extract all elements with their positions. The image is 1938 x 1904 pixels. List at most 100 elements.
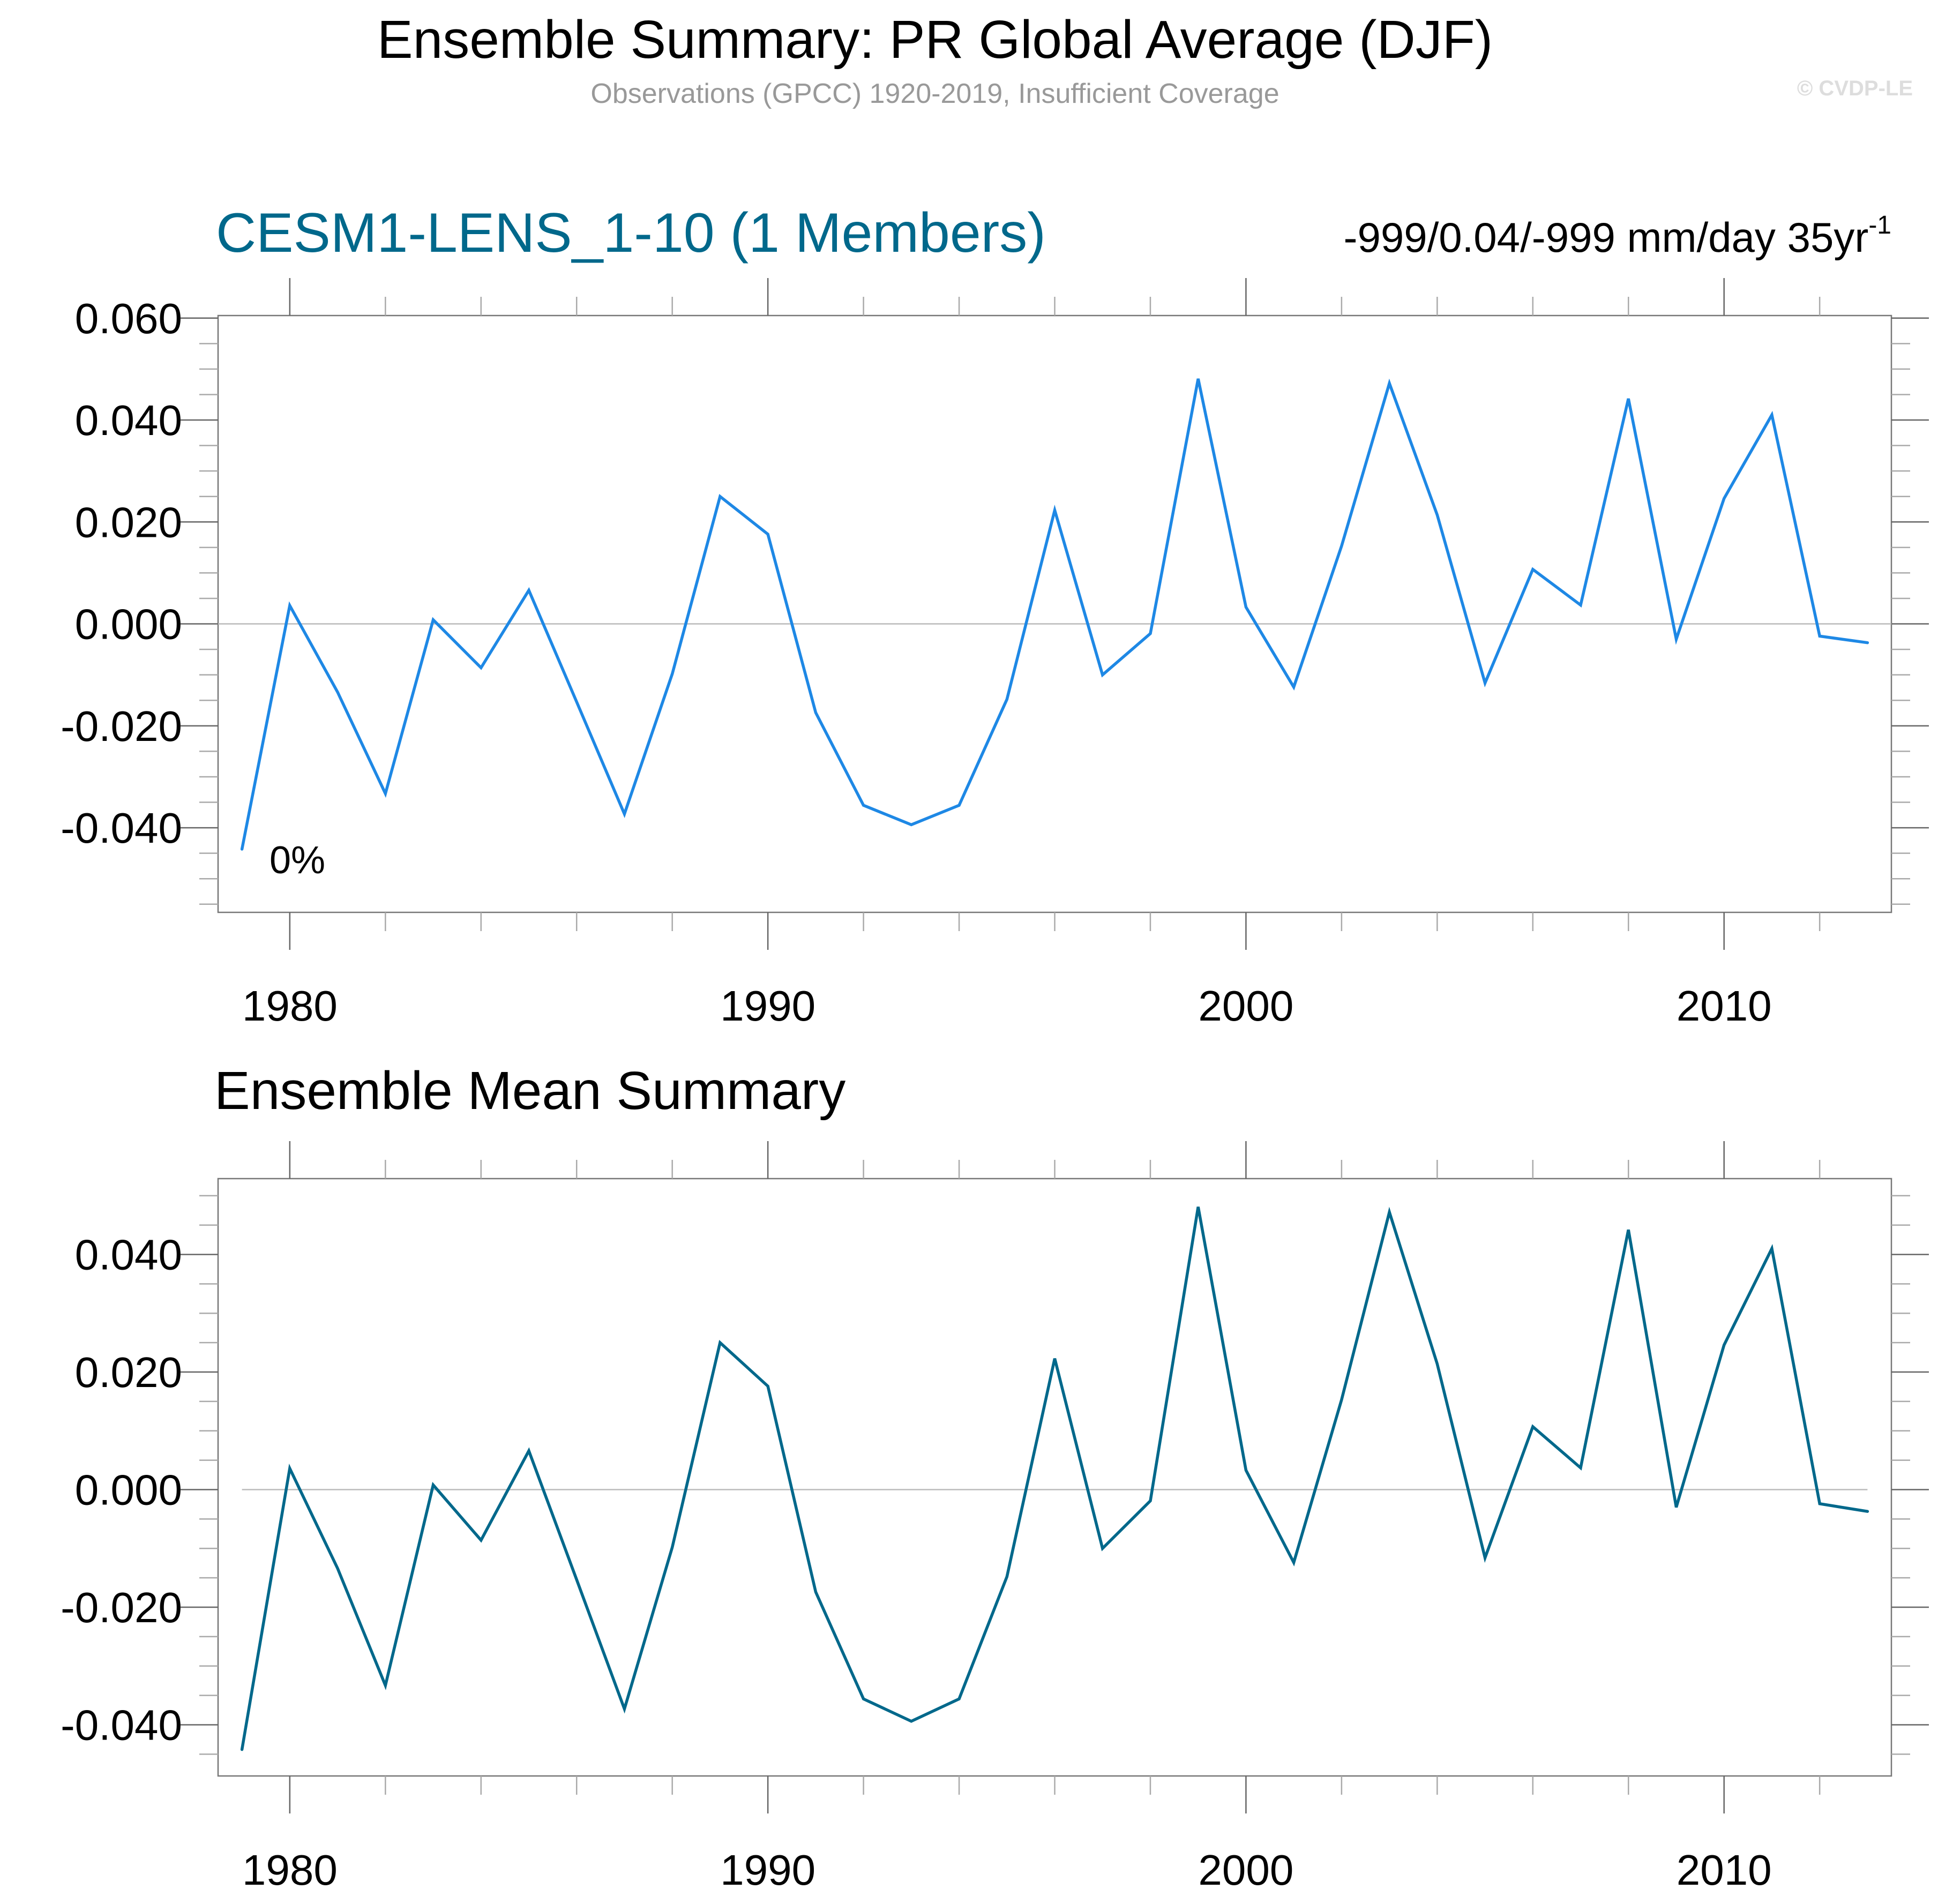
ensemble-mean-data-point [1244,1468,1247,1472]
model-data-point [1292,686,1296,689]
model-data-point [1723,497,1726,500]
ensemble-mean-y-tick-label: -0.040 [61,1701,182,1749]
ensemble-mean-panel: Ensemble Mean Summary -0.040 -0.020 0.000 0… [61,1061,1929,1894]
figure-subtitle: Observations (GPCC) 1920-2019, Insuffici… [590,78,1279,109]
model-data-point [1005,698,1008,701]
model-data-point [1196,377,1200,380]
ensemble-mean-data-point [1435,1362,1439,1366]
model-data-point [288,604,291,607]
model-data-point [480,666,483,669]
ensemble-mean-data-point [480,1539,483,1542]
model-data-point [957,804,961,807]
model-data-point [1149,632,1152,635]
ensemble-mean-data-point [527,1449,530,1452]
ensemble-mean-data-point [241,1748,244,1751]
ensemble-mean-y-tick-label: 0.000 [75,1466,182,1514]
model-data-point [1866,641,1869,644]
model-y-tick-label: 0.060 [75,295,182,342]
model-y-tick-label: 0.000 [75,601,182,648]
ensemble-mean-data-point [1674,1505,1678,1509]
model-data-point [671,672,674,676]
model-data-point [432,618,435,621]
ensemble-mean-data-point [1292,1561,1296,1564]
model-data-point [336,691,339,694]
model-data-point [910,823,913,826]
model-y-tick-label: 0.040 [75,396,182,444]
model-data-point [1101,673,1104,677]
ensemble-mean-data-point [432,1483,435,1487]
trend-annotation-superscript: -1 [1868,211,1891,239]
ensemble-mean-data-point [814,1591,817,1594]
model-panel-axes: -0.040 -0.020 0.000 0.020 0.040 0.060 1980 1990… [61,278,1929,1030]
model-data-point [1770,414,1774,417]
trend-annotation: -999/0.04/-999 mm/day 35yr-1 [1343,211,1891,261]
model-x-tick-label: 2010 [1677,982,1772,1030]
ensemble-mean-data-point [766,1384,769,1388]
copyright-label: © CVDP-LE [1797,77,1913,100]
figure-title: Ensemble Summary: PR Global Average (DJF… [377,10,1493,70]
model-x-tick-label: 1980 [242,982,338,1030]
model-data-point [862,804,865,807]
model-x-tick-label: 1990 [720,982,815,1030]
model-series-line [240,378,1869,851]
ensemble-mean-data-point [957,1697,961,1700]
ensemble-mean-series-line [240,1206,1869,1751]
model-data-point [623,812,626,815]
ensemble-mean-panel-axes: -0.040 -0.020 0.000 0.020 0.040 1980 1990 2000 2… [61,1141,1929,1894]
ensemble-mean-x-tick-label: 1980 [242,1846,338,1894]
ensemble-mean-y-tick-label: -0.020 [61,1584,182,1631]
ensemble-mean-y-tick-label: 0.040 [75,1231,182,1279]
ensemble-mean-data-point [1866,1510,1869,1513]
ensemble-mean-data-point [1770,1247,1774,1250]
ensemble-mean-data-point [1531,1425,1535,1428]
model-data-point [527,589,530,592]
ensemble-mean-data-point [1723,1344,1726,1347]
ensemble-mean-data-point [671,1546,674,1549]
model-data-point [1627,397,1630,400]
ensemble-mean-data-point [1484,1556,1487,1560]
model-y-tick-label: 0.020 [75,498,182,546]
ensemble-mean-x-tick-label: 2010 [1677,1846,1772,1894]
ensemble-mean-data-point [1627,1228,1630,1231]
ensemble-mean-data-point [1579,1466,1582,1470]
ensemble-mean-data-point [1149,1499,1152,1502]
ensemble-mean-data-point [1005,1575,1008,1578]
model-y-tick-label: -0.020 [61,702,182,750]
coverage-percent-label: 0% [270,839,325,882]
model-y-tick-label: -0.040 [61,804,182,852]
ensemble-mean-data-point [336,1567,339,1570]
model-panel: CESM1-LENS_1-10 (1 Members) -999/0.04/-9… [61,202,1929,1030]
ensemble-mean-data-point [623,1707,626,1711]
model-data-point [384,792,387,795]
ensemble-mean-data-point [1818,1502,1821,1505]
ensemble-mean-panel-title: Ensemble Mean Summary [214,1061,845,1121]
ensemble-mean-data-point [910,1720,913,1723]
model-panel-title: CESM1-LENS_1-10 (1 Members) [216,202,1046,264]
ensemble-mean-data-point [288,1467,291,1470]
ensemble-mean-data-point [575,1578,578,1581]
ensemble-mean-data-point [1053,1357,1057,1360]
ensemble-mean-y-tick-label: 0.020 [75,1348,182,1396]
model-x-tick-label: 2000 [1198,982,1293,1030]
model-data-point [241,848,244,851]
model-data-point [1818,634,1821,638]
model-data-point [1579,603,1582,606]
model-data-point [1388,382,1391,385]
ensemble-mean-x-tick-label: 1990 [720,1846,815,1894]
model-data-point [1053,508,1057,512]
trend-annotation-text: -999/0.04/-999 mm/day 35yr [1343,214,1868,261]
ensemble-mean-data-point [862,1697,865,1700]
model-data-point [1484,681,1487,685]
ensemble-mean-data-point [719,1341,722,1344]
model-data-point [814,711,817,714]
model-data-point [1531,568,1535,571]
model-data-point [719,495,722,498]
model-data-point [1674,638,1678,641]
ensemble-mean-data-point [384,1684,387,1687]
model-data-point [766,533,769,536]
ensemble-mean-data-point [1101,1547,1104,1550]
ensemble-mean-data-point [1196,1205,1200,1209]
model-data-point [1435,513,1439,516]
